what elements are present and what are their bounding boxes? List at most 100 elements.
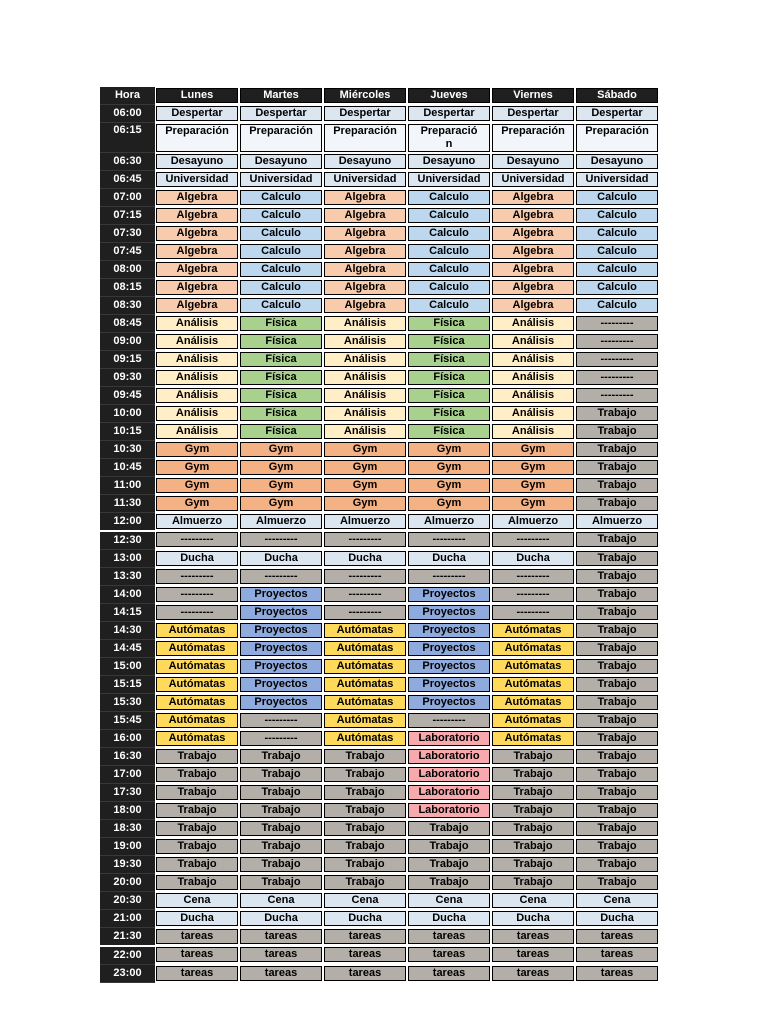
header-cell-hora: Hora	[100, 87, 155, 105]
activity-label: Algebra	[324, 261, 406, 277]
activity-label: tareas	[240, 947, 322, 962]
schedule-row: 10:45 Gym Gym Gym Gym Gym Trabajo	[100, 458, 659, 477]
schedule-cell: ---------	[323, 585, 407, 604]
schedule-cell: Gym	[407, 440, 491, 459]
schedule-cell: Algebra	[155, 224, 239, 243]
schedule-cell: Calculo	[575, 242, 659, 261]
schedule-cell: Universidad	[575, 170, 659, 189]
header-cell-day: Martes	[239, 87, 323, 105]
schedule-cell: Desayuno	[575, 152, 659, 171]
time-cell: 12:30	[100, 531, 155, 550]
activity-label: Proyectos	[408, 694, 490, 710]
activity-label: Trabajo	[576, 874, 658, 890]
schedule-cell: Trabajo	[575, 639, 659, 658]
time-cell: 21:00	[100, 909, 155, 928]
schedule-cell: Gym	[407, 476, 491, 495]
activity-label: Gym	[156, 495, 238, 511]
activity-label: Trabajo	[576, 640, 658, 656]
schedule-cell: Trabajo	[575, 855, 659, 874]
activity-label: ---------	[240, 712, 322, 728]
activity-label: ---------	[324, 568, 406, 584]
time-cell: 13:30	[100, 567, 155, 586]
activity-label: tareas	[240, 965, 322, 981]
activity-label: Calculo	[576, 189, 658, 205]
schedule-cell: Física	[407, 404, 491, 423]
activity-label: Universidad	[324, 171, 406, 187]
activity-label: Almuerzo	[156, 513, 238, 529]
activity-label: Autómatas	[156, 658, 238, 674]
schedule-cell: Calculo	[407, 260, 491, 279]
schedule-cell: Gym	[491, 458, 575, 477]
schedule-row: 18:00 Trabajo Trabajo Trabajo Laboratorio Tra…	[100, 801, 659, 820]
activity-label: Autómatas	[324, 694, 406, 710]
activity-label: Almuerzo	[324, 513, 406, 529]
schedule-row: 08:15 Algebra Calculo Algebra Calculo Algebra…	[100, 278, 659, 297]
activity-label: Autómatas	[156, 676, 238, 692]
schedule-cell: Autómatas	[323, 639, 407, 658]
schedule-cell: Física	[407, 332, 491, 351]
schedule-cell: Calculo	[239, 242, 323, 261]
schedule-cell: Autómatas	[491, 729, 575, 748]
activity-label: Preparació n	[408, 123, 490, 152]
activity-label: Trabajo	[240, 784, 322, 800]
activity-label: Trabajo	[576, 568, 658, 584]
activity-label: tareas	[156, 965, 238, 981]
activity-label: Trabajo	[576, 477, 658, 493]
activity-label: ---------	[492, 532, 574, 547]
activity-label: Despertar	[156, 105, 238, 121]
schedule-cell: Análisis	[155, 404, 239, 423]
schedule-cell: Trabajo	[575, 765, 659, 784]
time-cell: 22:00	[100, 946, 155, 965]
schedule-cell: Análisis	[323, 386, 407, 405]
schedule-cell: Algebra	[323, 188, 407, 207]
activity-label: Análisis	[156, 315, 238, 331]
activity-label: Calculo	[240, 297, 322, 313]
schedule-cell: Calculo	[239, 278, 323, 297]
schedule-cell: Algebra	[155, 296, 239, 315]
activity-label: Física	[408, 423, 490, 439]
schedule-cell: Autómatas	[155, 675, 239, 694]
activity-label: ---------	[576, 315, 658, 331]
activity-label: Algebra	[492, 297, 574, 313]
schedule-row: 08:30 Algebra Calculo Algebra Calculo Algebra…	[100, 296, 659, 315]
schedule-cell: Gym	[323, 458, 407, 477]
schedule-cell: Calculo	[239, 206, 323, 225]
schedule-cell: Gym	[155, 476, 239, 495]
activity-label: Almuerzo	[492, 513, 574, 529]
schedule-cell: Gym	[239, 494, 323, 513]
schedule-cell: Calculo	[407, 296, 491, 315]
schedule-cell: ---------	[407, 567, 491, 586]
schedule-row: 11:00 Gym Gym Gym Gym Gym Trabajo	[100, 476, 659, 495]
activity-label: Proyectos	[240, 604, 322, 620]
schedule-row: 14:00 --------- Proyectos --------- Proyecto…	[100, 585, 659, 604]
activity-label: Almuerzo	[240, 513, 322, 529]
activity-label: Algebra	[324, 243, 406, 259]
schedule-row: 09:30 Análisis Física Análisis Física Análisi…	[100, 368, 659, 387]
schedule-row: 12:00 Almuerzo Almuerzo Almuerzo Almuerzo Alm…	[100, 512, 659, 532]
schedule-cell: Física	[239, 404, 323, 423]
schedule-cell: Proyectos	[239, 675, 323, 694]
activity-label: ---------	[492, 604, 574, 620]
schedule-row: 21:30 tareas tareas tareas tareas tareas tarea…	[100, 927, 659, 947]
activity-label: Análisis	[492, 333, 574, 349]
activity-label: Preparación	[240, 123, 322, 152]
activity-label: Trabajo	[324, 784, 406, 800]
schedule-cell: Ducha	[491, 549, 575, 568]
schedule-cell: Cena	[239, 891, 323, 910]
activity-label: Algebra	[156, 189, 238, 205]
activity-label: Trabajo	[324, 820, 406, 836]
activity-label: Autómatas	[324, 622, 406, 638]
activity-label: Física	[408, 369, 490, 385]
activity-label: Autómatas	[156, 730, 238, 746]
schedule-cell: Universidad	[323, 170, 407, 189]
schedule-cell: Preparación	[323, 122, 407, 153]
schedule-cell: tareas	[575, 927, 659, 946]
activity-label: Algebra	[492, 279, 574, 295]
schedule-cell: tareas	[491, 964, 575, 983]
schedule-cell: tareas	[239, 964, 323, 983]
schedule-cell: Universidad	[491, 170, 575, 189]
activity-label: Trabajo	[324, 748, 406, 764]
schedule-cell: Proyectos	[239, 693, 323, 712]
activity-label: Laboratorio	[408, 748, 490, 764]
schedule-cell: Algebra	[491, 242, 575, 261]
